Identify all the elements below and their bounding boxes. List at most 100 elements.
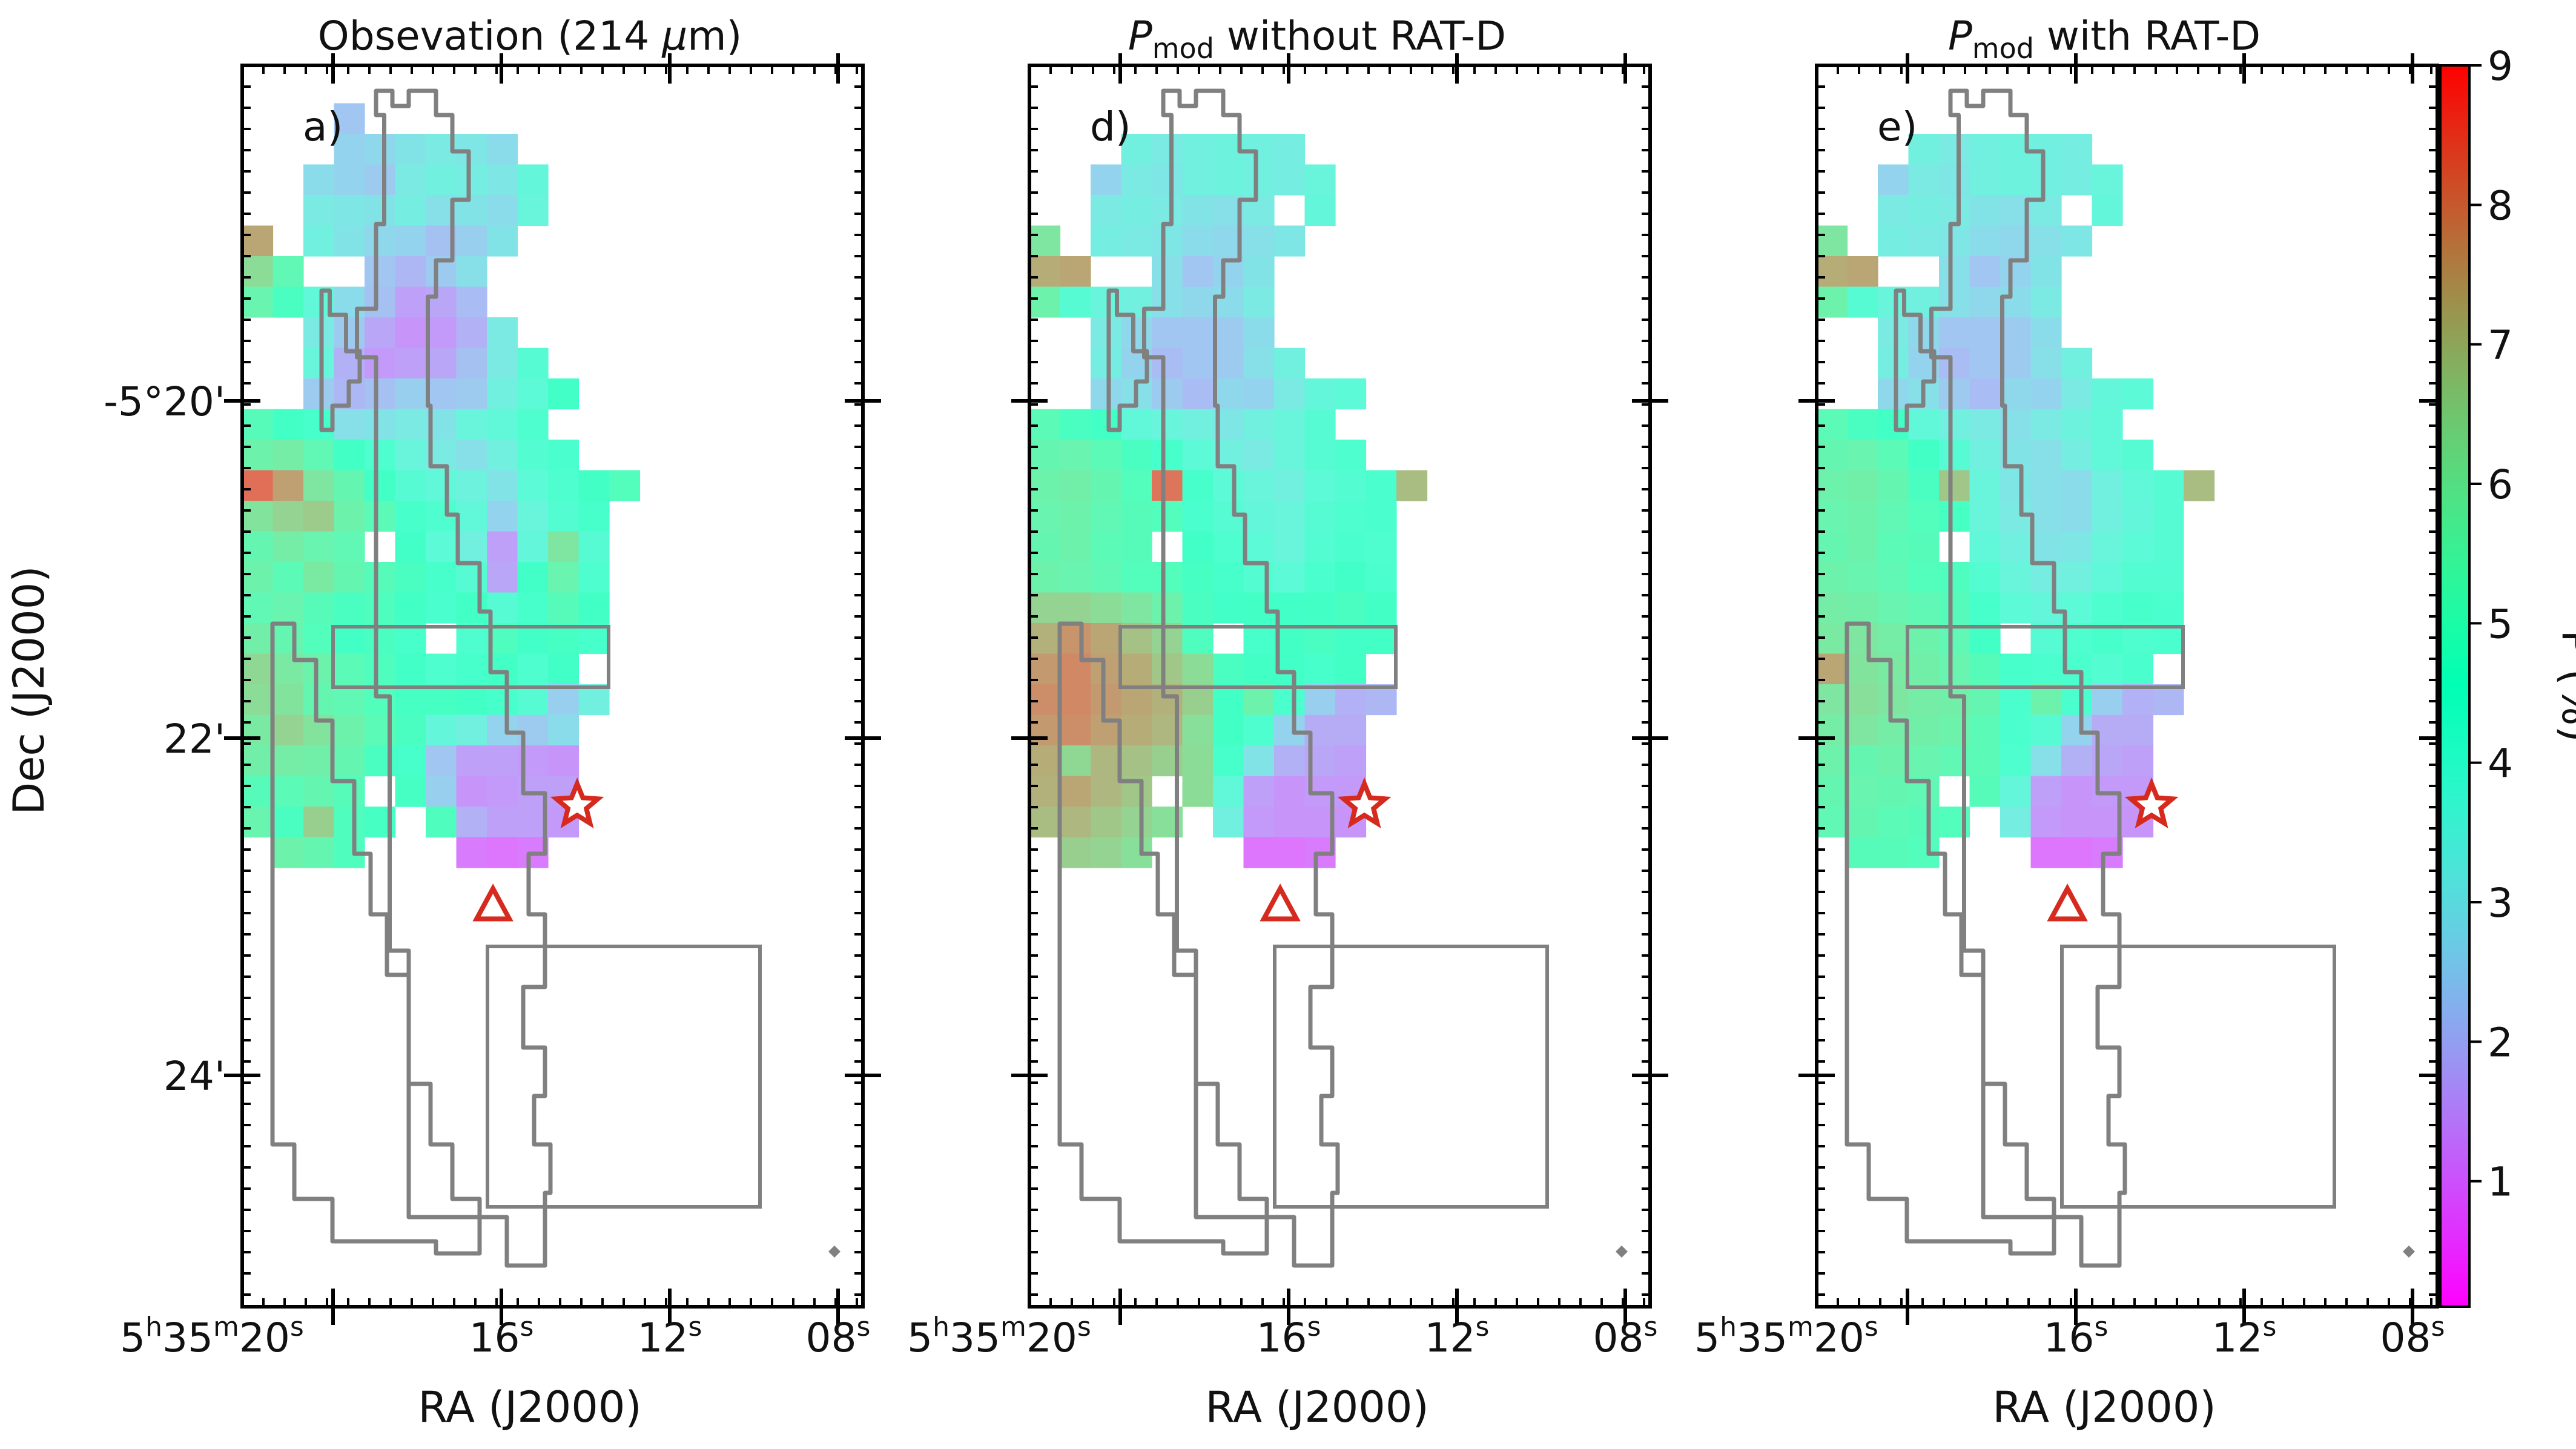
- heatmap-cell: [1878, 317, 1909, 349]
- heatmap-cell: [426, 164, 457, 196]
- heatmap-cell: [1121, 531, 1152, 563]
- heatmap-cell: [2092, 164, 2123, 196]
- heatmap-cell: [1029, 776, 1061, 807]
- heatmap-cell: [1060, 592, 1091, 624]
- heatmap-cell: [456, 684, 487, 716]
- heatmap-cell: [1121, 195, 1152, 226]
- heatmap-cell: [1152, 409, 1183, 440]
- heatmap-cell: [1121, 409, 1152, 440]
- heatmap-cell: [1182, 256, 1214, 288]
- heatmap-cell: [548, 562, 580, 593]
- heatmap-cell: [1029, 745, 1061, 777]
- heatmap-cell: [1939, 409, 1970, 440]
- heatmap-cell: [1091, 348, 1122, 379]
- heatmap-cell: [1304, 440, 1336, 471]
- heatmap-cell: [1274, 409, 1306, 440]
- region-box-south: [1273, 945, 1549, 1209]
- heatmap-cell: [2030, 256, 2062, 288]
- heatmap-cell: [1091, 440, 1122, 471]
- heatmap-cell: [1304, 378, 1336, 410]
- heatmap-cell: [365, 134, 396, 165]
- x-tick-label: 08s: [1593, 1312, 1658, 1361]
- heatmap-cell: [1969, 470, 2001, 501]
- heatmap-cell: [1060, 286, 1091, 318]
- heatmap-cell: [2030, 440, 2062, 471]
- heatmap-cell: [1908, 653, 1940, 685]
- heatmap-cell: [1152, 256, 1183, 288]
- heatmap-cell: [395, 745, 426, 777]
- heatmap-cell: [2122, 745, 2154, 777]
- heatmap-cell: [2061, 776, 2093, 807]
- heatmap-cell: [395, 653, 426, 685]
- heatmap-cell: [1878, 562, 1909, 593]
- heatmap-cell: [1335, 653, 1367, 685]
- heatmap-cell: [1878, 837, 1909, 868]
- colorbar-label: P (%): [2552, 630, 2576, 742]
- contour-left: [1057, 621, 1269, 1256]
- panel-observation: Obsevation (214 μm) a): [242, 13, 841, 1268]
- heatmap-cell: [1182, 164, 1214, 196]
- heatmap-cell: [487, 195, 518, 226]
- heatmap-cell: [2030, 317, 2062, 349]
- heatmap-cell: [1817, 592, 1848, 624]
- heatmap-cell: [1152, 562, 1183, 593]
- heatmap-cell: [2061, 562, 2093, 593]
- heatmap-cell: [272, 592, 304, 624]
- heatmap-cell: [2092, 684, 2123, 716]
- heatmap-cell: [2000, 745, 2032, 777]
- heatmap-cell: [395, 286, 426, 318]
- panel-label-e: e): [1877, 104, 1917, 150]
- heatmap-cell: [1274, 562, 1306, 593]
- heatmap-cell: [426, 776, 457, 807]
- heatmap-cell: [1908, 286, 1940, 318]
- heatmap-cell: [1029, 440, 1061, 471]
- heatmap-cell: [1243, 256, 1275, 288]
- heatmap-cell: [1243, 317, 1275, 349]
- heatmap-cell: [2092, 653, 2123, 685]
- heatmap-cell: [487, 745, 518, 777]
- heatmap-cell: [1091, 531, 1122, 563]
- contour-left: [1844, 621, 2056, 1256]
- heatmap-cell: [1335, 592, 1367, 624]
- heatmap-cell: [2030, 837, 2062, 868]
- heatmap-cell: [1969, 195, 2001, 226]
- heatmap-cell: [1878, 623, 1909, 655]
- star-marker: [2124, 777, 2179, 829]
- heatmap-cell: [365, 256, 396, 288]
- heatmap-cell: [1029, 715, 1061, 746]
- region-box-south: [2060, 945, 2336, 1209]
- x-tick-label: 16s: [2044, 1312, 2109, 1361]
- heatmap-cell: [1304, 562, 1336, 593]
- heatmap-cell: [395, 776, 426, 807]
- heatmap-cell: [1243, 592, 1275, 624]
- heatmap-cell: [548, 715, 580, 746]
- x-tick-label: 5h35m20s: [120, 1312, 304, 1361]
- heatmap-cell: [1060, 745, 1091, 777]
- heatmap-cell: [1029, 256, 1061, 288]
- heatmap-cell: [303, 317, 335, 349]
- heatmap-cell: [2122, 653, 2154, 685]
- heatmap-cell: [2030, 501, 2062, 532]
- heatmap-cell: [517, 409, 549, 440]
- heatmap-cell: [1908, 592, 1940, 624]
- heatmap-cell: [456, 776, 487, 807]
- heatmap-cell: [303, 378, 335, 410]
- y-tick-label: -5°20': [104, 378, 225, 425]
- colorbar-tick-label: 6: [2488, 461, 2513, 508]
- heatmap-cell: [1878, 684, 1909, 716]
- heatmap-cell: [578, 592, 610, 624]
- heatmap-cell: [1060, 807, 1091, 838]
- heatmap-cell: [2092, 531, 2123, 563]
- heatmap-cell: [487, 531, 518, 563]
- contour-observation: [270, 88, 841, 1268]
- heatmap-cell: [1213, 684, 1244, 716]
- heatmap-cell: [2092, 195, 2123, 226]
- heatmap-cell: [395, 378, 426, 410]
- heatmap-cell: [2061, 409, 2093, 440]
- heatmap-cell: [1121, 745, 1152, 777]
- heatmap-cell: [2122, 501, 2154, 532]
- colorbar-tick-label: 2: [2488, 1019, 2513, 1066]
- heatmap-cell: [1213, 745, 1244, 777]
- heatmap-cell: [1213, 531, 1244, 563]
- x-axis-label-observation: RA (J2000): [418, 1382, 641, 1432]
